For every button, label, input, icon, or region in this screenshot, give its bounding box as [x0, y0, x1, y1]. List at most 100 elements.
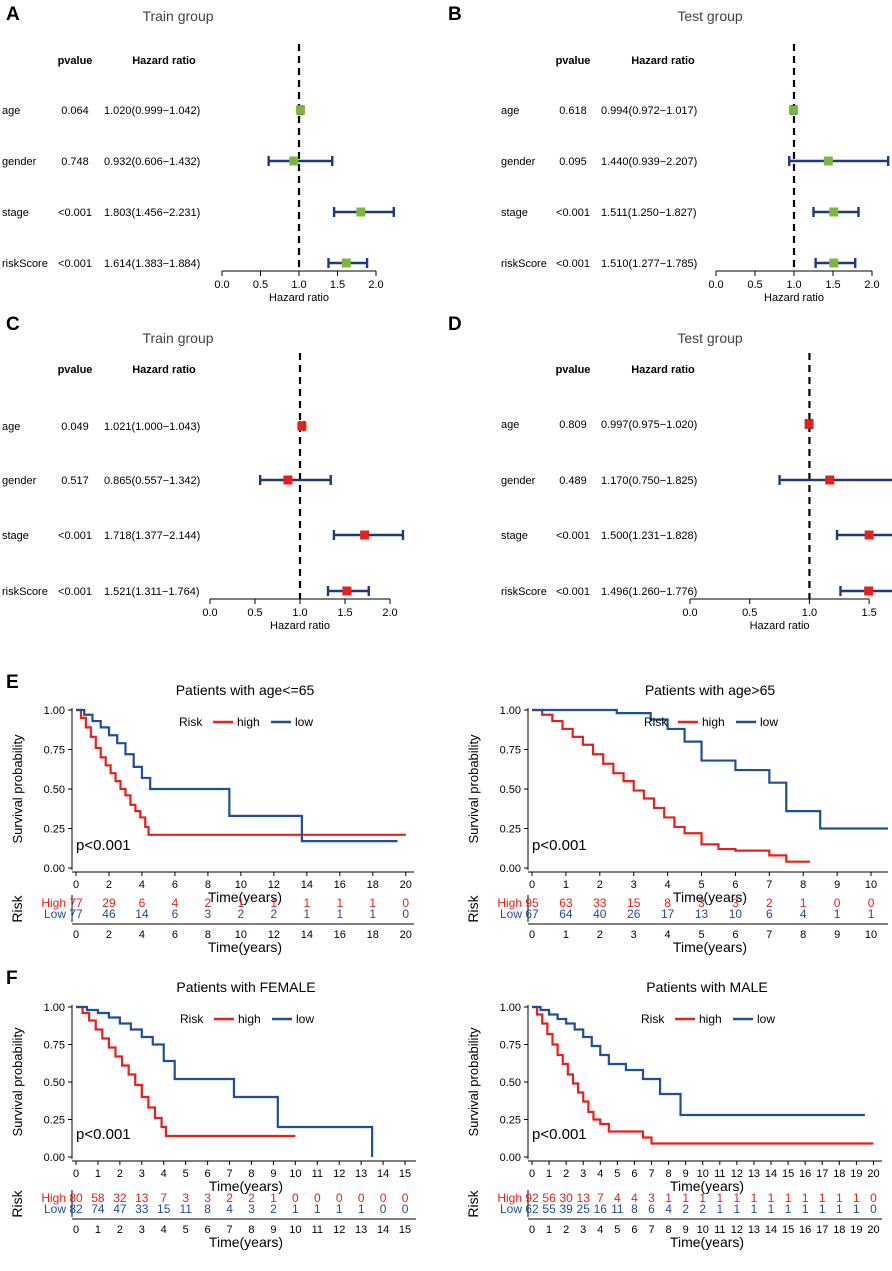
km-x-axis-label: Time(years) — [673, 889, 747, 905]
hr-value: 0.997(0.975−1.020) — [601, 419, 697, 431]
risk-count-low: 1 — [751, 1202, 758, 1216]
km-x-tick-label: 6 — [631, 1168, 637, 1180]
risk-count-low: 11 — [611, 1202, 624, 1216]
variable-label: stage — [2, 530, 29, 542]
x-tick-label: 1.0 — [292, 607, 307, 619]
panel-label-F: F — [6, 968, 18, 989]
risk-count-low: 64 — [559, 907, 573, 921]
km-y-tick-label: 1.00 — [500, 705, 521, 717]
legend-title: Risk — [644, 715, 668, 729]
km-y-tick-label: 0.00 — [44, 863, 65, 875]
risk-count-low: 11 — [179, 1202, 192, 1216]
pvalue-value: <0.001 — [58, 207, 92, 219]
km-y-tick-label: 0.00 — [500, 863, 521, 875]
legend-label-low: low — [295, 715, 313, 729]
km-curve-high — [532, 708, 811, 863]
x-tick-label: 0.0 — [214, 279, 229, 291]
km-y-tick-label: 0.25 — [500, 1115, 521, 1127]
pvalue-value: <0.001 — [58, 258, 92, 270]
risk-count-high: 33 — [593, 896, 607, 910]
risk-x-tick-label: 20 — [400, 929, 412, 941]
risk-count-high: 1 — [800, 896, 807, 910]
risk-count-low: 39 — [559, 1202, 573, 1216]
km-x-tick-label: 0 — [529, 1168, 535, 1180]
variable-label: gender — [501, 156, 536, 168]
risk-count-low: 67 — [525, 907, 539, 921]
risk-count-low: 0 — [870, 1202, 877, 1216]
km-x-tick-label: 16 — [334, 879, 346, 891]
km-x-tick-label: 1 — [546, 1168, 552, 1180]
km-title: Patients with FEMALE — [176, 979, 315, 995]
km-curve-low — [532, 708, 888, 830]
risk-count-high: 1 — [699, 1191, 706, 1205]
risk-x-tick-label: 16 — [334, 929, 346, 941]
hr-value: 0.865(0.557−1.342) — [104, 475, 200, 487]
risk-x-tick-label: 8 — [248, 1224, 254, 1236]
risk-count-low: 26 — [627, 907, 641, 921]
risk-count-low: 8 — [631, 1202, 638, 1216]
risk-count-low: 6 — [648, 1202, 655, 1216]
x-tick-label: 0.0 — [202, 607, 217, 619]
risk-x-tick-label: 10 — [865, 929, 877, 941]
hr-value: 1.510(1.277−1.785) — [601, 258, 697, 270]
km-y-tick-label: 0.25 — [44, 824, 65, 836]
risk-x-tick-label: 10 — [289, 1224, 301, 1236]
risk-x-tick-label: 2 — [597, 929, 603, 941]
km-x-tick-label: 17 — [816, 1168, 828, 1180]
km-pvalue: p<0.001 — [532, 1126, 587, 1143]
variable-label: riskScore — [501, 586, 547, 598]
hr-marker — [829, 207, 839, 217]
variable-label: age — [2, 105, 20, 117]
km-x-tick-label: 11 — [714, 1168, 725, 1180]
panel-label-B: B — [448, 4, 462, 25]
risk-count-high: 1 — [836, 1191, 843, 1205]
risk-x-tick-label: 2 — [106, 929, 112, 941]
risk-table-label: Risk — [465, 1189, 481, 1217]
risk-count-low: 1 — [369, 907, 376, 921]
risk-count-high: 2 — [248, 1191, 255, 1205]
risk-count-high: 1 — [238, 896, 245, 910]
risk-x-tick-label: 9 — [683, 1224, 689, 1236]
risk-x-tick-label: 6 — [172, 929, 178, 941]
hr-value: 1.718(1.377−2.144) — [104, 530, 200, 542]
risk-count-high: 1 — [734, 1191, 741, 1205]
x-tick-label: 1.0 — [802, 607, 817, 619]
risk-count-high: 0 — [292, 1191, 299, 1205]
km-x-tick-label: 9 — [834, 879, 840, 891]
risk-count-high: 3 — [698, 896, 705, 910]
pvalue-value: <0.001 — [58, 586, 92, 598]
pvalue-value: 0.748 — [61, 156, 89, 168]
hr-value: 1.170(0.750−1.825) — [601, 475, 697, 487]
km-curve-low — [76, 708, 398, 843]
hr-value: 0.994(0.972−1.017) — [601, 105, 697, 117]
risk-row-label-high: High — [497, 896, 522, 910]
km-y-axis-label: Survival probability — [10, 734, 25, 844]
km-curve-low — [532, 1005, 865, 1117]
pvalue-header: pvalue — [556, 364, 591, 376]
risk-x-tick-label: 9 — [270, 1224, 276, 1236]
risk-count-low: 1 — [836, 1202, 843, 1216]
risk-count-low: 1 — [336, 907, 343, 921]
risk-x-axis-label: Time(years) — [209, 1234, 283, 1250]
risk-count-low: 16 — [594, 1202, 608, 1216]
risk-table-label: Risk — [465, 894, 481, 922]
hr-marker — [804, 419, 814, 429]
risk-count-low: 1 — [819, 1202, 826, 1216]
risk-count-high: 1 — [716, 1191, 723, 1205]
risk-count-low: 47 — [113, 1202, 127, 1216]
risk-count-high: 0 — [870, 1191, 877, 1205]
risk-count-high: 0 — [834, 896, 841, 910]
km-curve-low — [76, 1005, 374, 1157]
risk-x-tick-label: 16 — [799, 1224, 811, 1236]
risk-count-high: 56 — [542, 1191, 556, 1205]
forest-plot-C: Train group pvalue Hazard ratio age 0.049 1.0… — [2, 330, 405, 632]
km-x-axis-label: Time(years) — [208, 889, 282, 905]
km-pvalue: p<0.001 — [532, 837, 587, 854]
variable-label: age — [2, 421, 20, 433]
risk-count-low: 6 — [766, 907, 773, 921]
risk-count-high: 1 — [751, 1191, 758, 1205]
risk-x-tick-label: 0 — [73, 1224, 79, 1236]
km-plot: Patients with MALE Survival probability 0.… — [465, 979, 882, 1250]
risk-count-high: 0 — [358, 1191, 365, 1205]
